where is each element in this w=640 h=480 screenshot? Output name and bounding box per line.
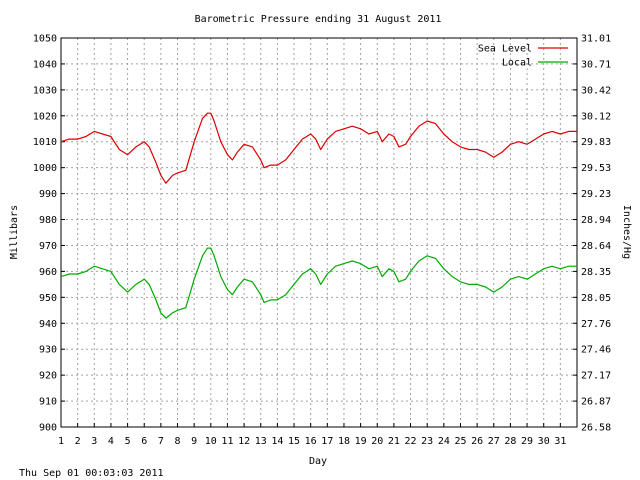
y-tick-label-left: 900 [39, 423, 57, 434]
y-tick-label-right: 31.01 [581, 34, 611, 45]
x-tick-label: 2 [75, 436, 81, 447]
y-tick-label-left: 980 [39, 215, 57, 226]
y-tick-label-right: 27.17 [581, 371, 611, 382]
y-tick-label-right: 30.42 [581, 85, 611, 96]
y-tick-label-left: 1030 [33, 85, 57, 96]
y-tick-label-right: 29.83 [581, 137, 611, 148]
y-tick-label-left: 940 [39, 319, 57, 330]
x-tick-label: 16 [305, 436, 317, 447]
x-tick-label: 31 [554, 436, 566, 447]
y-tick-label-right: 27.76 [581, 319, 611, 330]
y-tick-label-left: 990 [39, 189, 57, 200]
y-tick-label-right: 28.64 [581, 241, 611, 252]
x-axis-ticks: 1 2 3 4 5 6 7 8 9 10 11 12 13 14 15 16 17 18 19 20 21 22 23 24 2… [58, 423, 566, 447]
y-tick-label-right: 30.12 [581, 111, 611, 122]
timestamp-footer: Thu Sep 01 00:03:03 2011 [19, 468, 164, 479]
x-tick-label: 14 [271, 436, 283, 447]
legend-label-sea-level: Sea Level [478, 44, 532, 55]
x-tick-label: 10 [205, 436, 217, 447]
chart-title: Barometric Pressure ending 31 August 201… [195, 14, 442, 25]
left-axis-ticks: 900 910 920 930 940 950 960 970 980 990 1000 1010 10… [33, 34, 65, 434]
legend-label-local: Local [502, 58, 532, 69]
y-tick-label-right: 27.46 [581, 345, 611, 356]
grid-lines [61, 38, 577, 427]
y-tick-label-right: 29.23 [581, 189, 611, 200]
series-line-local [60, 247, 577, 319]
x-tick-label: 5 [125, 436, 131, 447]
x-tick-label: 8 [175, 436, 181, 447]
x-tick-label: 23 [421, 436, 433, 447]
y-tick-label-left: 960 [39, 267, 57, 278]
x-tick-label: 30 [538, 436, 550, 447]
y-tick-label-right: 30.71 [581, 59, 611, 70]
y-tick-label-left: 1020 [33, 111, 57, 122]
x-tick-label: 7 [158, 436, 164, 447]
legend: Sea Level Local [478, 44, 568, 69]
x-tick-label: 15 [288, 436, 300, 447]
x-tick-label: 21 [388, 436, 400, 447]
series-line-sea-level [60, 112, 577, 184]
y-tick-label-left: 1010 [33, 137, 57, 148]
y-tick-label-right: 28.94 [581, 215, 611, 226]
x-tick-label: 11 [221, 436, 233, 447]
y-tick-label-right: 26.58 [581, 423, 611, 434]
y-tick-label-left: 950 [39, 293, 57, 304]
x-tick-label: 1 [58, 436, 64, 447]
x-tick-label: 18 [338, 436, 350, 447]
series-lines [60, 112, 577, 319]
x-axis-label: Day [309, 456, 327, 467]
y-tick-label-left: 970 [39, 241, 57, 252]
x-tick-label: 3 [91, 436, 97, 447]
y-tick-label-left: 1050 [33, 34, 57, 45]
right-axis-ticks: 26.58 26.87 27.17 27.46 27.76 28.05 28.35 28.64… [573, 34, 611, 434]
x-tick-label: 9 [191, 436, 197, 447]
x-tick-label: 4 [108, 436, 114, 447]
plot-frame [60, 37, 578, 428]
y-tick-label-right: 28.35 [581, 267, 611, 278]
y-tick-label-right: 28.05 [581, 293, 611, 304]
y-tick-label-right: 29.53 [581, 163, 611, 174]
x-tick-label: 27 [488, 436, 500, 447]
x-tick-label: 24 [438, 436, 450, 447]
x-tick-label: 13 [255, 436, 267, 447]
y-tick-label-right: 26.87 [581, 397, 611, 408]
y-tick-label-left: 920 [39, 371, 57, 382]
x-tick-label: 28 [504, 436, 516, 447]
y-tick-label-left: 1000 [33, 163, 57, 174]
y-tick-label-left: 930 [39, 345, 57, 356]
x-tick-label: 19 [355, 436, 367, 447]
x-tick-label: 25 [454, 436, 466, 447]
right-axis-label: Inches/Hg [621, 205, 632, 259]
x-tick-label: 12 [238, 436, 250, 447]
y-tick-label-left: 1040 [33, 59, 57, 70]
x-tick-label: 20 [371, 436, 383, 447]
left-axis-label: Millibars [9, 205, 20, 259]
x-tick-label: 26 [471, 436, 483, 447]
x-tick-label: 29 [521, 436, 533, 447]
x-tick-label: 6 [141, 436, 147, 447]
x-tick-label: 22 [405, 436, 417, 447]
y-tick-label-left: 910 [39, 397, 57, 408]
x-tick-label: 17 [321, 436, 333, 447]
